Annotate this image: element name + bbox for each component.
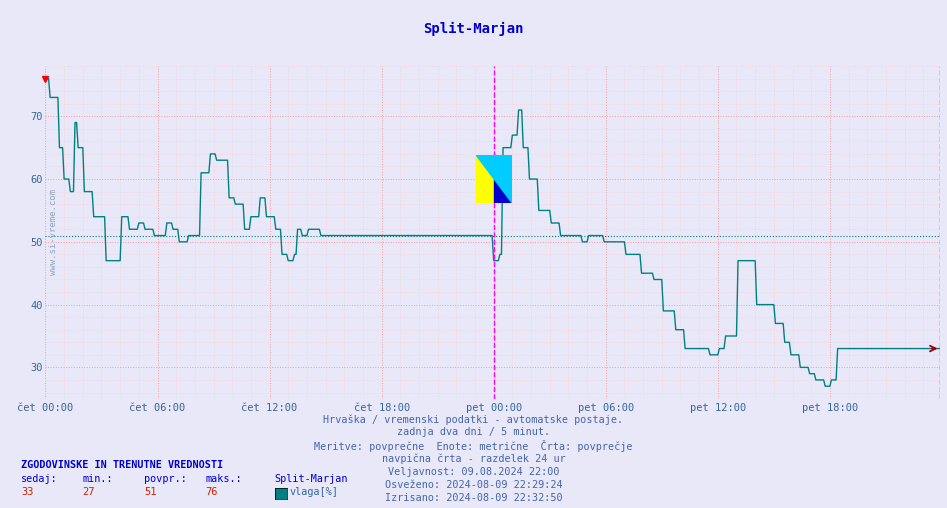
Bar — [475, 155, 493, 203]
Text: Izrisano: 2024-08-09 22:32:50: Izrisano: 2024-08-09 22:32:50 — [384, 493, 563, 503]
Polygon shape — [475, 155, 511, 203]
Text: povpr.:: povpr.: — [144, 473, 187, 484]
Text: Hrvaška / vremenski podatki - avtomatske postaje.: Hrvaška / vremenski podatki - avtomatske… — [324, 414, 623, 425]
Text: 33: 33 — [21, 487, 33, 497]
Text: Osveženo: 2024-08-09 22:29:24: Osveženo: 2024-08-09 22:29:24 — [384, 480, 563, 490]
Text: Split-Marjan: Split-Marjan — [275, 473, 348, 484]
Text: maks.:: maks.: — [205, 473, 242, 484]
Text: min.:: min.: — [82, 473, 113, 484]
Text: 51: 51 — [144, 487, 156, 497]
Text: zadnja dva dni / 5 minut.: zadnja dva dni / 5 minut. — [397, 427, 550, 437]
Text: 27: 27 — [82, 487, 95, 497]
Text: sedaj:: sedaj: — [21, 473, 58, 484]
Text: Meritve: povprečne  Enote: metrične  Črta: povprečje: Meritve: povprečne Enote: metrične Črta:… — [314, 440, 633, 453]
Text: ZGODOVINSKE IN TRENUTNE VREDNOSTI: ZGODOVINSKE IN TRENUTNE VREDNOSTI — [21, 460, 223, 470]
Text: vlaga[%]: vlaga[%] — [290, 487, 339, 497]
Text: 76: 76 — [205, 487, 218, 497]
Text: www.si-vreme.com: www.si-vreme.com — [49, 189, 58, 275]
Bar — [493, 155, 511, 203]
Text: Split-Marjan: Split-Marjan — [423, 22, 524, 36]
Text: navpična črta - razdelek 24 ur: navpična črta - razdelek 24 ur — [382, 454, 565, 464]
Text: Veljavnost: 09.08.2024 22:00: Veljavnost: 09.08.2024 22:00 — [387, 467, 560, 477]
